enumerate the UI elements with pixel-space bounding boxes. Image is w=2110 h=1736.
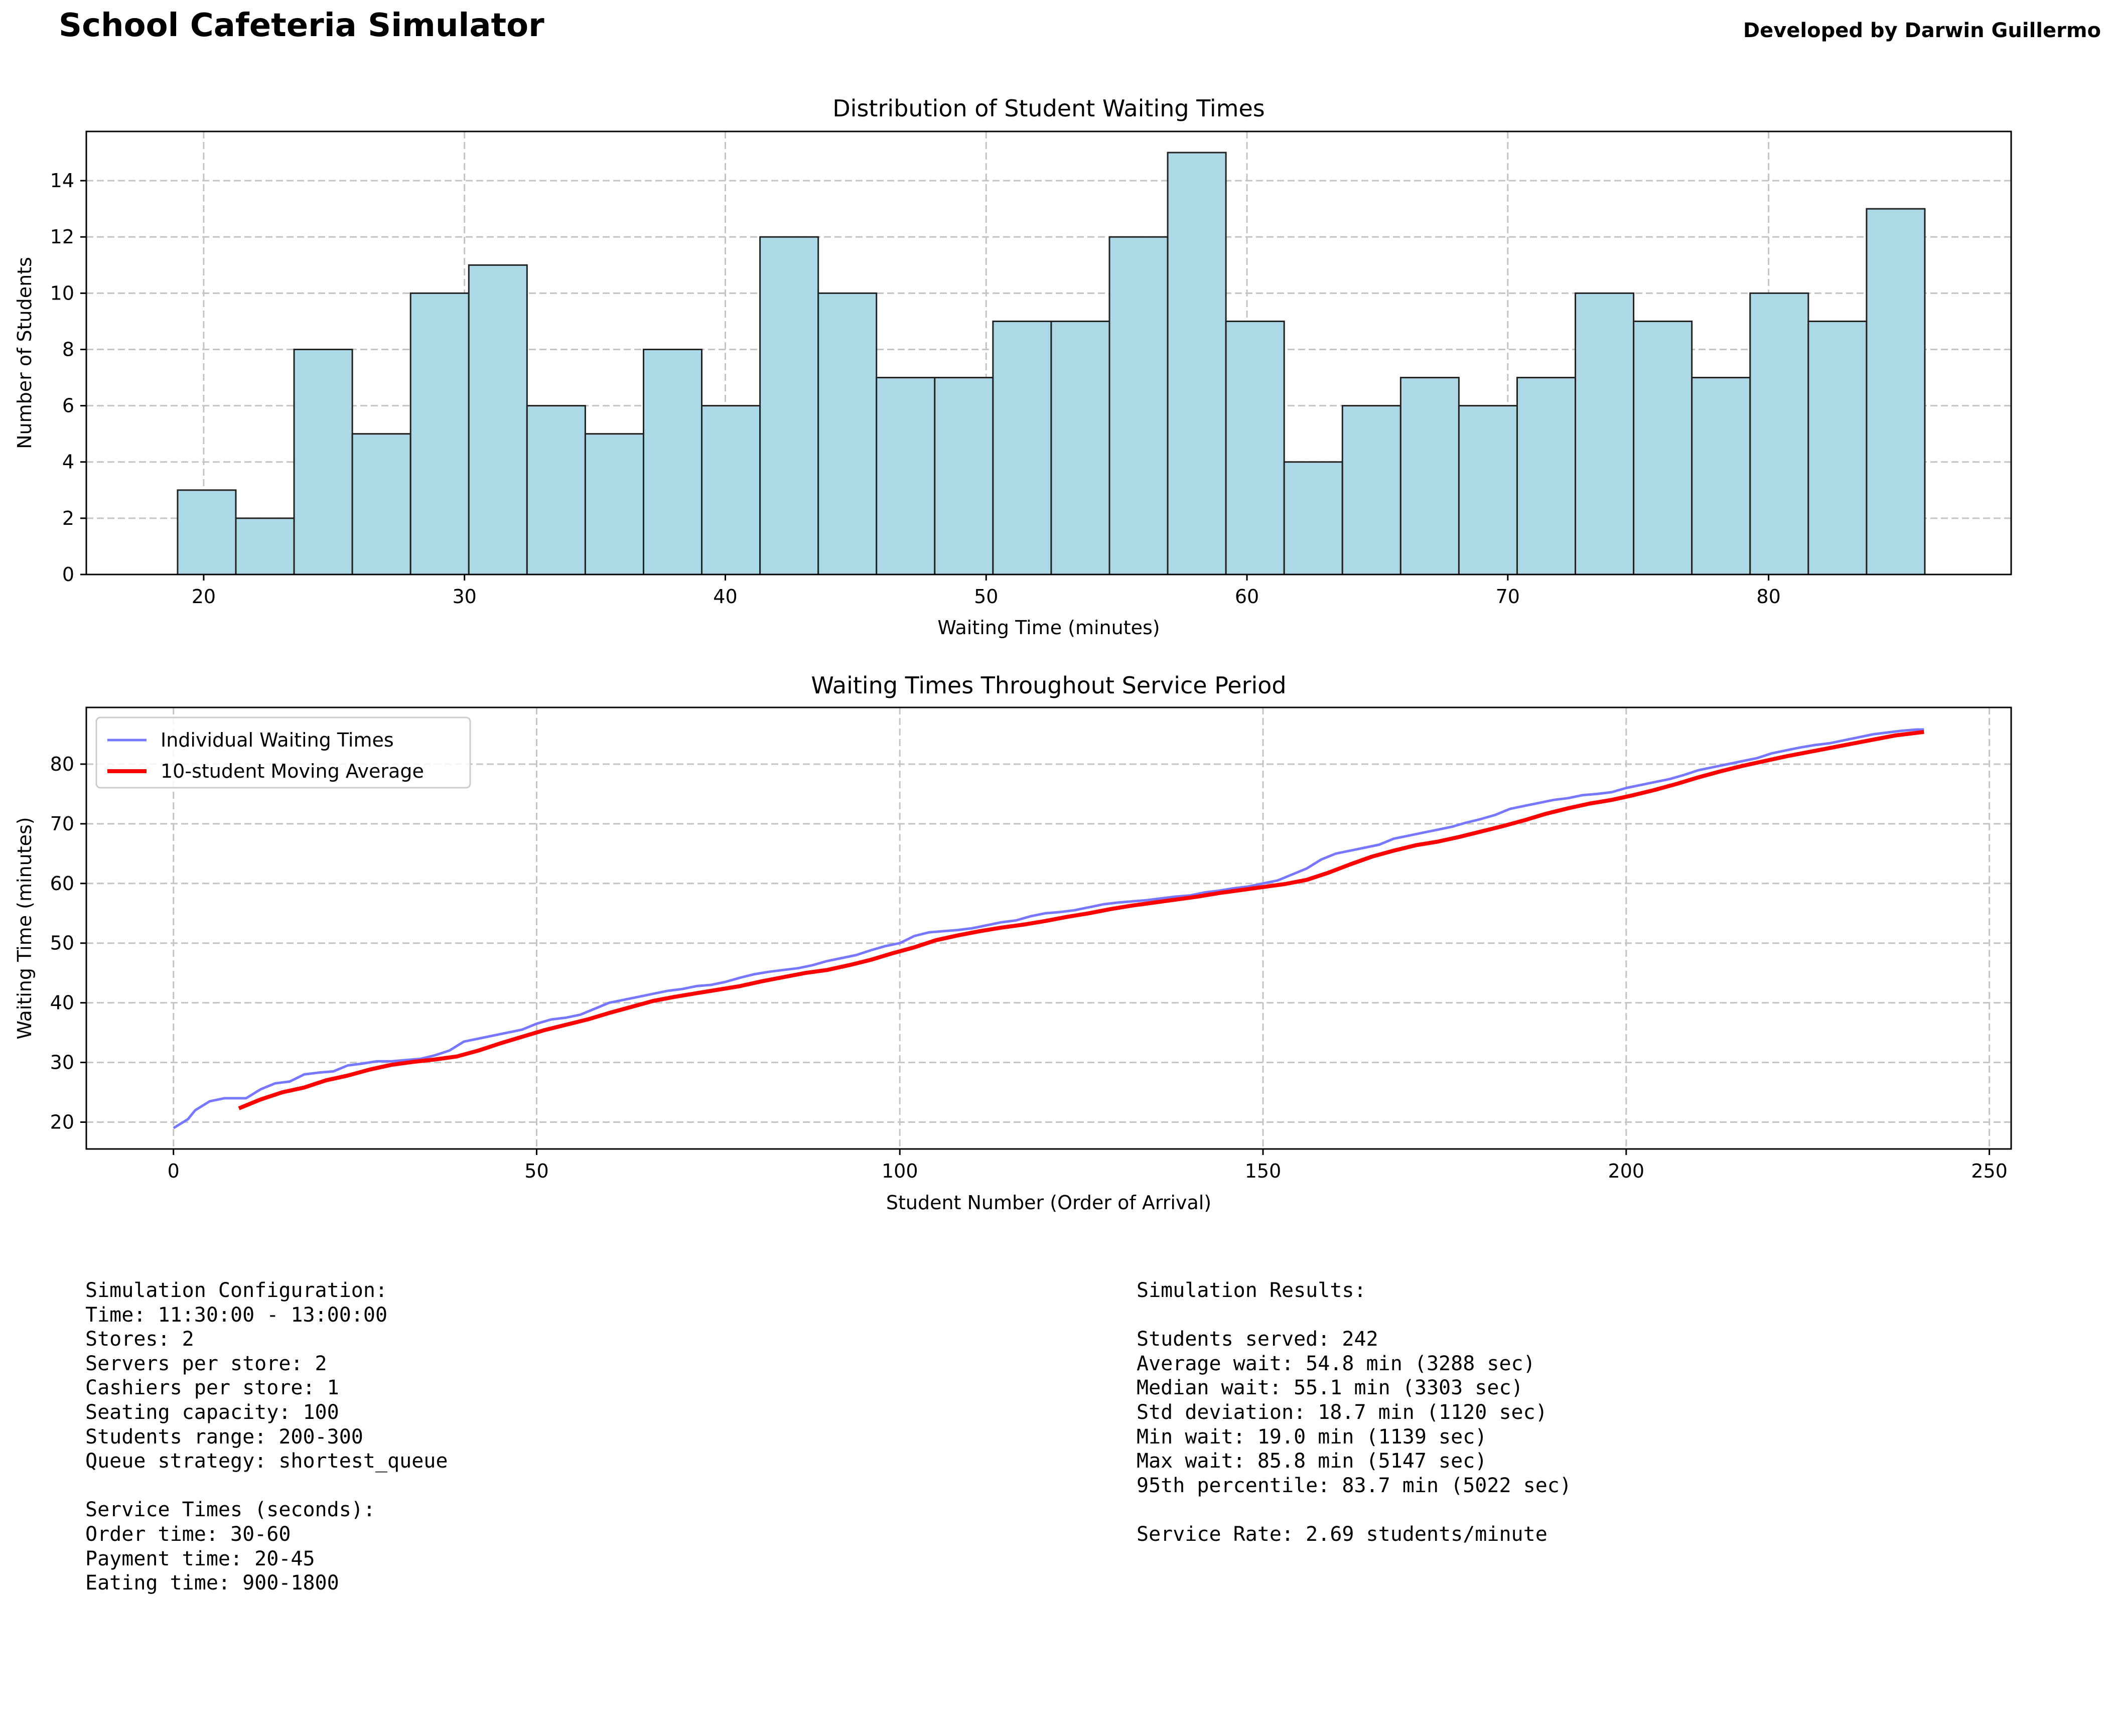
hist-y-tick-label: 6: [62, 395, 74, 417]
hist-x-tick-label: 50: [974, 586, 998, 608]
panel-line: Service Times (seconds):: [85, 1498, 375, 1522]
line-y-axis-label: Waiting Time (minutes): [14, 817, 36, 1039]
line-x-axis-label: Student Number (Order of Arrival): [886, 1192, 1211, 1214]
panel-line: Simulation Results:: [1137, 1279, 1366, 1302]
panel-line: Min wait: 19.0 min (1139 sec): [1137, 1425, 1487, 1449]
panel-line: Simulation Configuration:: [85, 1279, 388, 1302]
moving-average-series-line: [238, 730, 1924, 1110]
line-y-tick-label: 60: [50, 873, 74, 895]
line-chart-title: Waiting Times Throughout Service Period: [811, 672, 1286, 699]
hist-y-tick-label: 2: [62, 507, 74, 529]
histogram-bar: [1108, 236, 1169, 575]
histogram-bar: [409, 292, 470, 575]
panel-line: Eating time: 900-1800: [85, 1571, 339, 1595]
panel-line: Service Rate: 2.69 students/minute: [1137, 1522, 1548, 1546]
histogram-bar: [759, 236, 819, 575]
hist-y-tick-label: 0: [62, 563, 74, 586]
histogram-bar: [1283, 461, 1343, 575]
line-x-tick-label: 250: [1971, 1160, 2008, 1182]
line-y-tick-label: 70: [50, 813, 74, 835]
histogram-bar: [1458, 405, 1518, 575]
panel-line: Time: 11:30:00 - 13:00:00: [85, 1303, 388, 1327]
hist-y-tick-label: 8: [62, 338, 74, 360]
histogram-bar: [1807, 320, 1868, 575]
histogram-bar: [1050, 320, 1110, 575]
configuration-panel: Simulation Configuration: Time: 11:30:00 …: [85, 1278, 448, 1596]
panel-line: Stores: 2: [85, 1328, 194, 1351]
histogram-bar: [1866, 208, 1926, 575]
panel-line: [1137, 1303, 1572, 1328]
histogram-bar: [1399, 377, 1460, 575]
legend-label: Individual Waiting Times: [161, 729, 394, 751]
histogram-bar: [992, 320, 1052, 575]
histogram-bar: [1516, 377, 1577, 575]
line-y-tick-label: 40: [50, 992, 74, 1014]
hist-y-tick-label: 4: [62, 451, 74, 473]
panel-line: 95th percentile: 83.7 min (5022 sec): [1137, 1474, 1572, 1497]
panel-line: Payment time: 20-45: [85, 1547, 315, 1570]
line-y-tick-label: 20: [50, 1111, 74, 1133]
line-x-tick-label: 200: [1608, 1160, 1645, 1182]
individual-wait-series-line: [173, 728, 1924, 1129]
histogram-bar: [642, 348, 703, 575]
histogram-bar: [934, 377, 994, 575]
panel-line: Std deviation: 18.7 min (1120 sec): [1137, 1400, 1548, 1424]
hist-x-axis-label: Waiting Time (minutes): [937, 617, 1160, 639]
line-y-tick-label: 50: [50, 932, 74, 954]
histogram-bar: [876, 377, 936, 575]
panel-line: Average wait: 54.8 min (3288 sec): [1137, 1352, 1535, 1375]
hist-y-tick-label: 12: [50, 226, 74, 248]
hist-x-tick-label: 30: [453, 586, 477, 608]
hist-x-tick-label: 40: [713, 586, 737, 608]
hist-y-axis-label: Number of Students: [14, 257, 36, 449]
panel-line: Cashiers per store: 1: [85, 1376, 339, 1400]
legend-box: [95, 716, 471, 789]
hist-y-tick-label: 10: [50, 282, 74, 304]
histogram-bar: [1633, 320, 1693, 575]
histogram-bar: [351, 433, 411, 575]
results-panel: Simulation Results: Students served: 242 A…: [1137, 1278, 1572, 1547]
app-title: School Cafeteria Simulator: [59, 7, 544, 44]
hist-title: Distribution of Student Waiting Times: [832, 95, 1265, 122]
hist-x-tick-label: 20: [192, 586, 216, 608]
panel-line: Queue strategy: shortest_queue: [85, 1450, 448, 1473]
line-x-tick-label: 150: [1245, 1160, 1282, 1182]
histogram-chart: 20 30 40 50 60 70 80 0 2 4 6 8 10 12 14 Distribution of…: [14, 95, 2012, 639]
panel-line: Servers per store: 2: [85, 1352, 327, 1375]
panel-line: [85, 1474, 448, 1498]
panel-line: Median wait: 55.1 min (3303 sec): [1137, 1376, 1523, 1400]
hist-x-tick-label: 80: [1756, 586, 1780, 608]
line-x-tick-label: 50: [524, 1160, 548, 1182]
hist-x-tick-label: 60: [1235, 586, 1259, 608]
panel-line: Max wait: 85.8 min (5147 sec): [1137, 1450, 1487, 1473]
line-chart: 0 50 100 150 200 250 20 30 40 50 60 70 80 Waiting Tim…: [14, 672, 2012, 1214]
line-x-tick-label: 100: [882, 1160, 918, 1182]
hist-plot-frame: [85, 130, 2012, 575]
developer-credit: Developed by Darwin Guillermo: [1743, 19, 2101, 42]
histogram-bar: [1167, 152, 1227, 575]
line-y-tick-label: 80: [50, 753, 74, 775]
panel-line: [1137, 1498, 1572, 1522]
panel-line: Students served: 242: [1137, 1328, 1378, 1351]
hist-x-tick-label: 70: [1496, 586, 1520, 608]
line-plot-frame: [85, 706, 2012, 1150]
panel-line: Students range: 200-300: [85, 1425, 363, 1449]
histogram-bar: [817, 292, 878, 575]
legend-label: 10-student Moving Average: [161, 760, 424, 782]
histogram-bar: [584, 433, 644, 575]
line-x-tick-label: 0: [168, 1160, 180, 1182]
line-y-tick-label: 30: [50, 1052, 74, 1074]
histogram-bar: [293, 348, 353, 575]
panel-line: Order time: 30-60: [85, 1522, 291, 1546]
hist-y-tick-label: 14: [50, 170, 74, 192]
panel-line: Seating capacity: 100: [85, 1400, 339, 1424]
